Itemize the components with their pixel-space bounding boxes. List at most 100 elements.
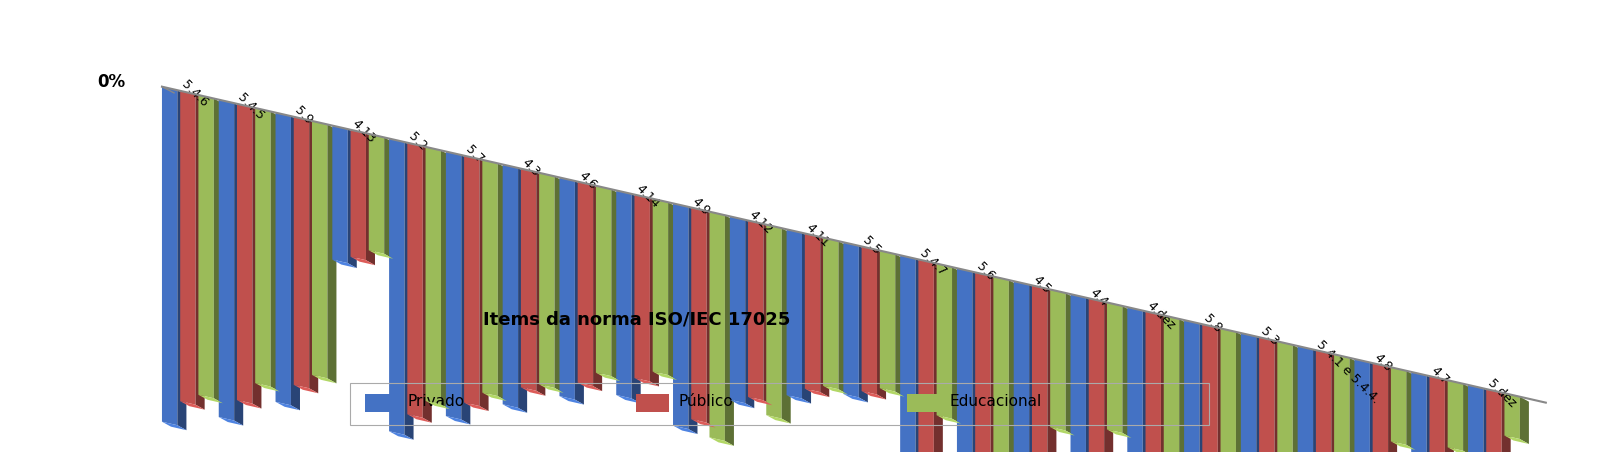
Polygon shape bbox=[348, 129, 357, 268]
Text: 5.dez: 5.dez bbox=[1485, 377, 1519, 410]
Text: Público: Público bbox=[679, 395, 734, 409]
Polygon shape bbox=[787, 229, 803, 399]
Polygon shape bbox=[843, 242, 859, 397]
Polygon shape bbox=[253, 107, 261, 408]
Polygon shape bbox=[407, 414, 433, 423]
Polygon shape bbox=[368, 134, 384, 254]
Polygon shape bbox=[937, 264, 952, 419]
Polygon shape bbox=[1218, 328, 1227, 461]
Text: 4.6: 4.6 bbox=[577, 169, 599, 192]
Polygon shape bbox=[724, 215, 734, 446]
Polygon shape bbox=[1373, 363, 1387, 461]
Polygon shape bbox=[332, 125, 348, 263]
Polygon shape bbox=[1315, 350, 1331, 461]
Polygon shape bbox=[1467, 385, 1483, 461]
Polygon shape bbox=[1487, 460, 1511, 461]
Polygon shape bbox=[650, 198, 658, 386]
Polygon shape bbox=[179, 401, 205, 410]
Polygon shape bbox=[1242, 333, 1256, 461]
Polygon shape bbox=[652, 372, 678, 380]
Polygon shape bbox=[859, 246, 868, 402]
Polygon shape bbox=[823, 237, 838, 389]
Polygon shape bbox=[1203, 324, 1218, 461]
Text: 5.4.5: 5.4.5 bbox=[235, 91, 268, 123]
Polygon shape bbox=[540, 173, 554, 388]
Polygon shape bbox=[1504, 436, 1528, 444]
Polygon shape bbox=[710, 212, 724, 441]
Polygon shape bbox=[1349, 358, 1358, 461]
Polygon shape bbox=[1161, 315, 1169, 461]
Text: 5.7: 5.7 bbox=[463, 143, 485, 166]
Polygon shape bbox=[689, 207, 697, 434]
Bar bbox=[907, 394, 940, 413]
Polygon shape bbox=[441, 150, 450, 409]
Polygon shape bbox=[634, 195, 650, 381]
Polygon shape bbox=[1448, 447, 1472, 456]
Polygon shape bbox=[498, 163, 506, 401]
Polygon shape bbox=[559, 177, 575, 400]
Polygon shape bbox=[271, 112, 280, 391]
Polygon shape bbox=[596, 372, 620, 381]
Polygon shape bbox=[934, 263, 944, 461]
Polygon shape bbox=[179, 91, 195, 405]
Polygon shape bbox=[1221, 328, 1237, 459]
Text: 5.6: 5.6 bbox=[974, 260, 996, 283]
Polygon shape bbox=[1048, 289, 1056, 461]
Polygon shape bbox=[1429, 376, 1445, 461]
Polygon shape bbox=[634, 378, 658, 386]
Polygon shape bbox=[748, 220, 764, 400]
Polygon shape bbox=[482, 393, 506, 401]
Text: 5.9: 5.9 bbox=[292, 104, 316, 128]
Polygon shape bbox=[838, 241, 847, 394]
Polygon shape bbox=[731, 400, 755, 408]
Polygon shape bbox=[405, 142, 413, 440]
Polygon shape bbox=[1391, 367, 1407, 445]
Polygon shape bbox=[782, 228, 791, 424]
Polygon shape bbox=[731, 216, 745, 403]
Text: 5.2: 5.2 bbox=[405, 130, 429, 154]
Text: 5.3: 5.3 bbox=[1258, 325, 1280, 348]
Polygon shape bbox=[1221, 455, 1245, 461]
Polygon shape bbox=[1179, 319, 1189, 461]
Text: 4.8: 4.8 bbox=[1371, 351, 1394, 374]
Polygon shape bbox=[276, 112, 292, 405]
Text: 4.3: 4.3 bbox=[519, 156, 543, 179]
Polygon shape bbox=[1487, 389, 1501, 461]
Polygon shape bbox=[384, 137, 392, 259]
Text: 5.4.6: 5.4.6 bbox=[178, 78, 210, 110]
Bar bbox=[351, 384, 1208, 425]
Polygon shape bbox=[710, 437, 734, 446]
Polygon shape bbox=[1086, 298, 1096, 461]
Polygon shape bbox=[1331, 354, 1341, 461]
Polygon shape bbox=[309, 120, 319, 393]
Polygon shape bbox=[554, 176, 564, 393]
Polygon shape bbox=[465, 402, 489, 411]
Polygon shape bbox=[162, 87, 178, 425]
Polygon shape bbox=[1014, 281, 1028, 461]
Polygon shape bbox=[1009, 280, 1017, 461]
Polygon shape bbox=[937, 415, 961, 424]
Polygon shape bbox=[1200, 324, 1208, 461]
Polygon shape bbox=[690, 419, 716, 428]
Polygon shape bbox=[1145, 311, 1161, 461]
Text: 4.dez: 4.dez bbox=[1144, 299, 1177, 332]
Polygon shape bbox=[1032, 285, 1048, 461]
Polygon shape bbox=[237, 104, 253, 403]
Polygon shape bbox=[255, 108, 271, 387]
Polygon shape bbox=[1293, 345, 1302, 461]
Polygon shape bbox=[199, 395, 223, 403]
Polygon shape bbox=[351, 257, 375, 265]
Polygon shape bbox=[578, 383, 602, 391]
Polygon shape bbox=[521, 387, 545, 396]
Polygon shape bbox=[195, 95, 205, 410]
Polygon shape bbox=[1387, 366, 1397, 461]
Polygon shape bbox=[1407, 371, 1415, 450]
Polygon shape bbox=[706, 211, 716, 428]
Polygon shape bbox=[1298, 346, 1314, 461]
Polygon shape bbox=[1051, 290, 1065, 431]
Polygon shape bbox=[862, 247, 876, 395]
Polygon shape bbox=[426, 147, 441, 404]
Polygon shape bbox=[593, 185, 602, 391]
Polygon shape bbox=[1089, 298, 1104, 461]
Polygon shape bbox=[426, 401, 450, 409]
